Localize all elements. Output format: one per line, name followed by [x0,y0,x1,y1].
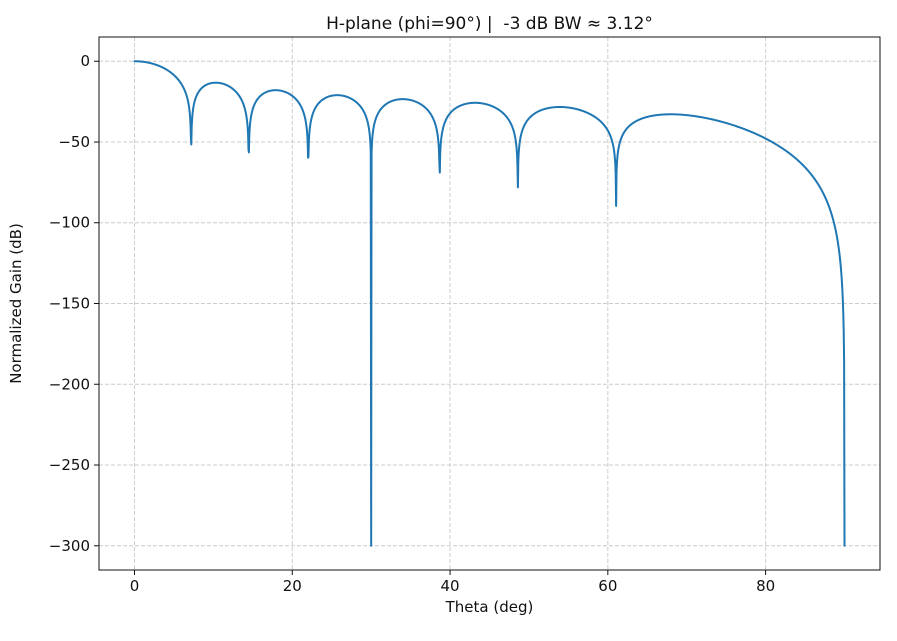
x-tick-label: 40 [441,577,460,595]
y-tick-label: −200 [49,375,90,393]
grid-layer [99,37,880,570]
y-tick-label: −250 [49,456,90,474]
y-tick-label: 0 [80,52,90,70]
x-tick-label: 80 [756,577,775,595]
y-tick-label: −50 [58,133,90,151]
gain-curve [133,60,846,547]
x-tick-label: 0 [130,577,140,595]
x-tick-label: 60 [598,577,617,595]
y-axis-label: Normalized Gain (dB) [7,223,25,384]
tick-layer: 0 20 40 60 80 0 −50 −100 −150 −200 −250 −300 [49,52,775,595]
x-tick-label: 20 [283,577,302,595]
y-tick-label: −100 [49,214,90,232]
chart-title: H-plane (phi=90°) | -3 dB BW ≈ 3.12° [326,14,653,34]
y-tick-label: −150 [49,295,90,313]
series-layer [133,60,846,547]
x-axis-label: Theta (deg) [445,598,534,616]
y-tick-label: −300 [49,537,90,555]
